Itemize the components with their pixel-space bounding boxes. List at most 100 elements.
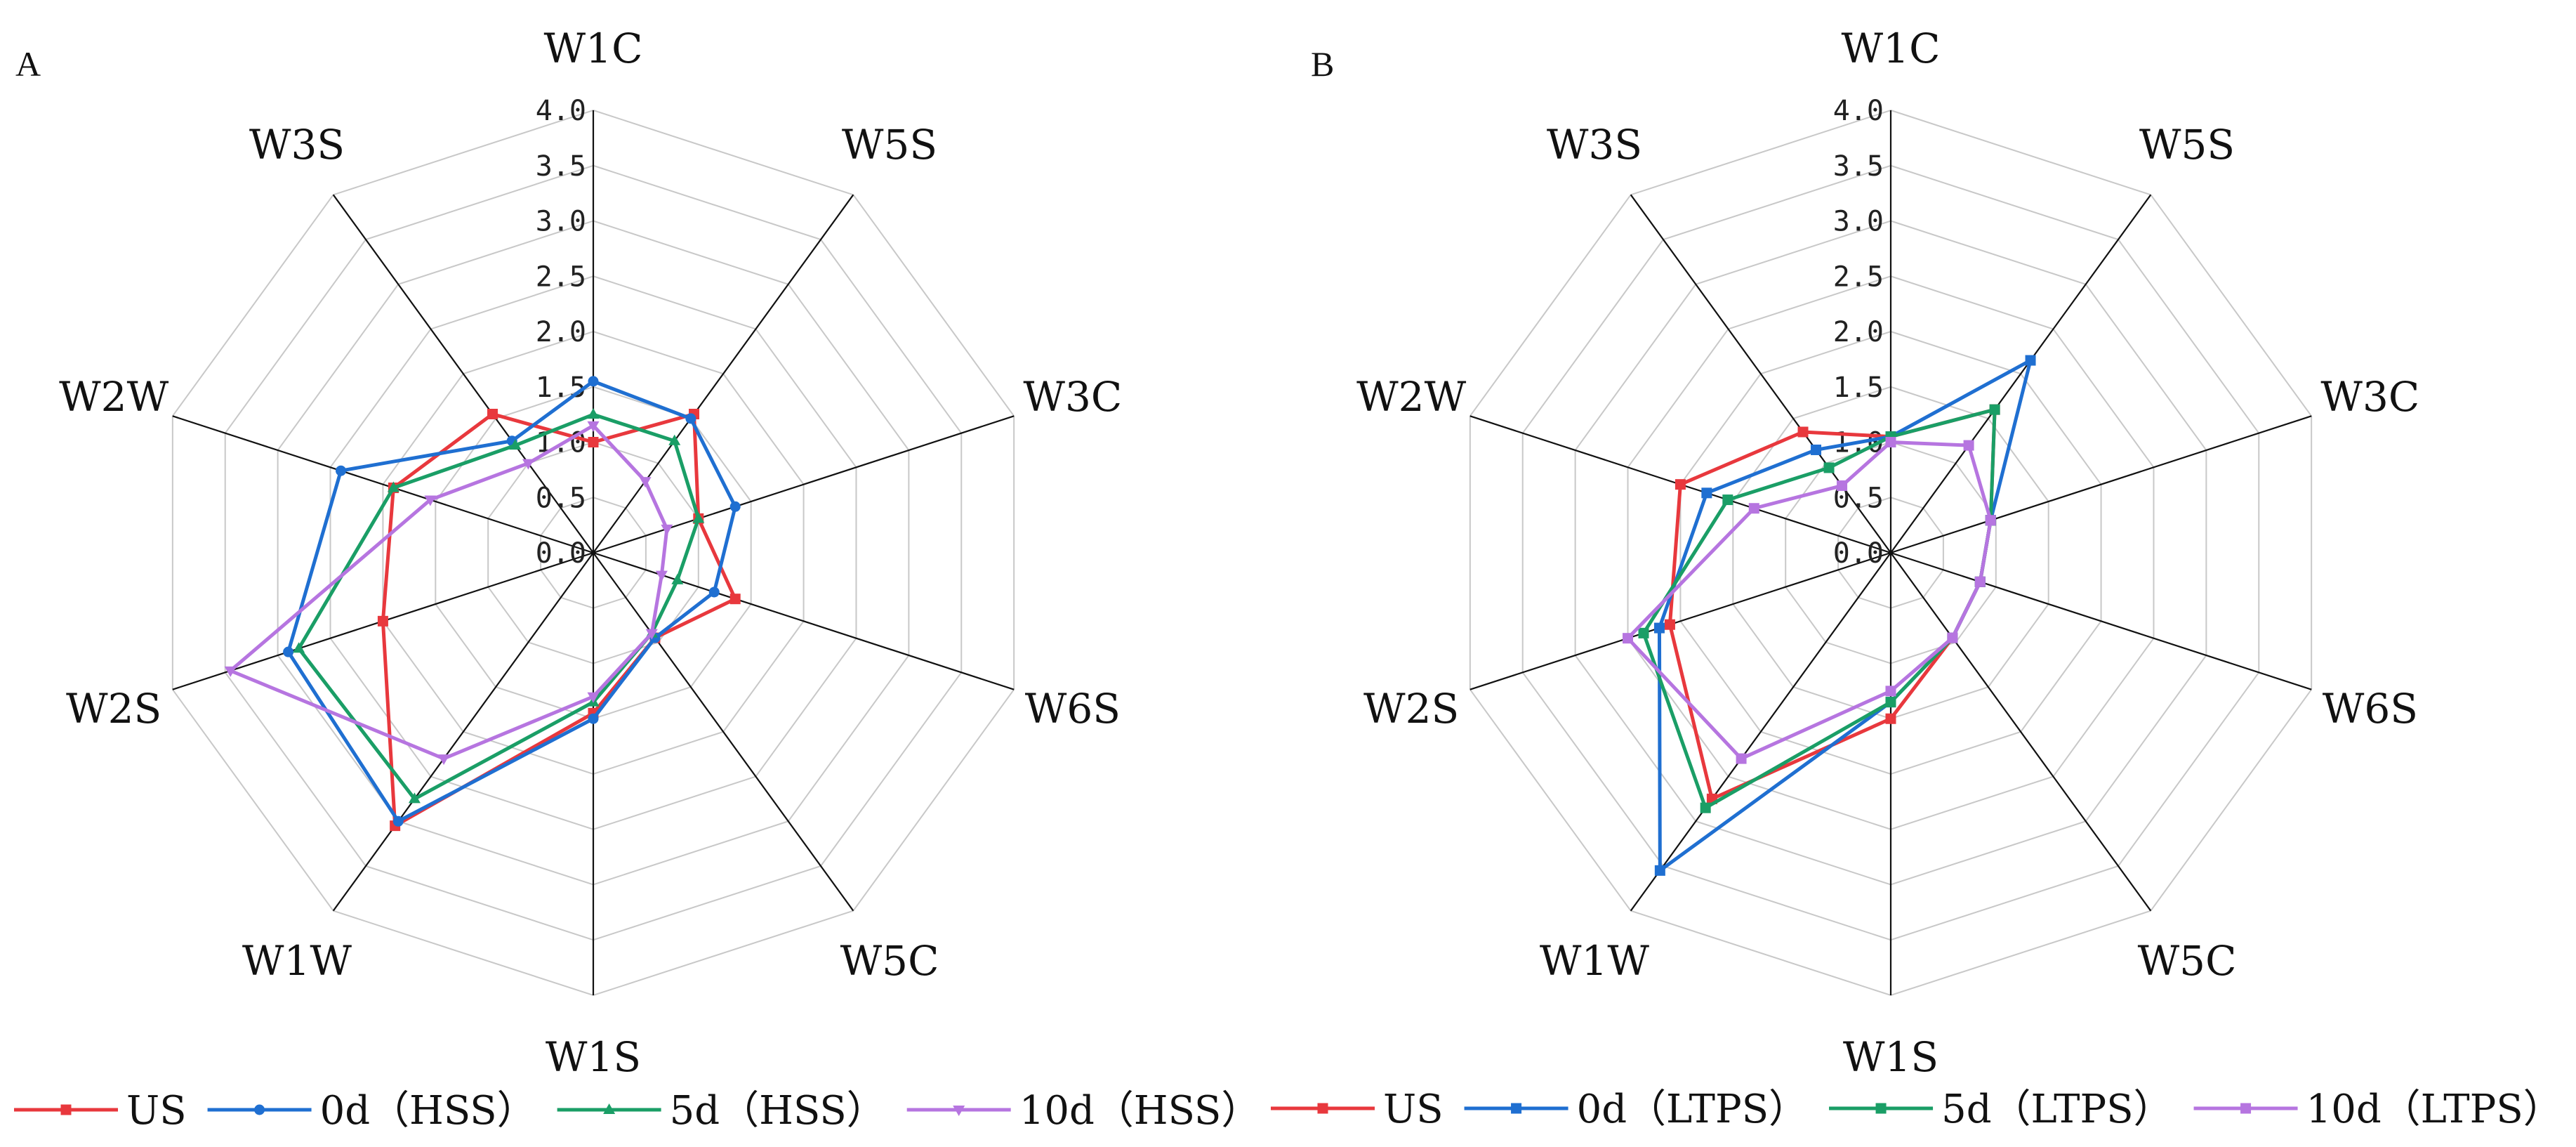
series-3-point xyxy=(1736,753,1747,764)
legend-label: US xyxy=(126,1088,187,1134)
series-1-point xyxy=(588,376,599,387)
axis-label-w1s: W1S xyxy=(1843,1033,1938,1081)
axis-label-w1c: W1C xyxy=(544,25,643,72)
axis-spoke-w6s xyxy=(1890,551,2312,690)
series-0-point xyxy=(729,594,741,605)
axis-spoke-w3c xyxy=(1890,415,2312,554)
series-1-point xyxy=(1701,487,1712,499)
series-3-point xyxy=(587,421,600,432)
series-3-point xyxy=(1885,686,1896,697)
axis-spoke-w1w xyxy=(332,552,594,912)
series-2-point xyxy=(408,792,421,804)
series-2-point xyxy=(1989,404,2000,415)
axis-label-w1s: W1S xyxy=(546,1033,641,1081)
legend-label: 5d（LTPS） xyxy=(1941,1087,2173,1132)
axis-label-w5c: W5C xyxy=(840,937,939,985)
series-1-point xyxy=(588,713,599,724)
series-1-point xyxy=(729,501,741,512)
series-2-point xyxy=(1638,627,1649,638)
series-line-0 xyxy=(381,412,738,829)
axis-label-w2s: W2S xyxy=(66,685,161,733)
panel-letter: A xyxy=(15,44,41,84)
panel-a: W1CW5SW3CW6SW5CW1SW1WW2SW2WW3S0.00.51.01… xyxy=(15,25,1122,1081)
legend-swatch-marker xyxy=(2240,1103,2252,1114)
legend-swatch-marker xyxy=(60,1104,72,1115)
series-3-point xyxy=(1974,576,1986,587)
radial-tick-label: 2.0 xyxy=(536,316,586,348)
axis-spoke-w2w xyxy=(172,415,594,554)
radial-tick-label: 1.5 xyxy=(1833,372,1884,404)
series-3-point xyxy=(661,524,673,535)
series-1-point xyxy=(1654,865,1665,876)
legend-swatch-marker xyxy=(254,1104,265,1115)
axis-label-w3s: W3S xyxy=(1547,121,1642,169)
legend-label: 0d（HSS） xyxy=(320,1088,536,1134)
axis-spoke-w5c xyxy=(593,552,854,912)
panel-letter: B xyxy=(1311,44,1334,84)
series-0-point xyxy=(377,615,388,627)
axis-spoke-w3s xyxy=(1630,194,1891,553)
axis-label-w5s: W5S xyxy=(2139,121,2235,169)
axis-label-w3c: W3C xyxy=(2320,373,2419,421)
axis-label-w1c: W1C xyxy=(1842,25,1941,72)
panel-b: W1CW5SW3CW6SW5CW1SW1WW2SW2WW3S0.00.51.01… xyxy=(1311,25,2419,1081)
series-3-point xyxy=(1885,437,1896,447)
radial-tick-label: 0.0 xyxy=(536,537,586,570)
axis-label-w5c: W5C xyxy=(2138,937,2237,985)
radial-tick-label: 0.0 xyxy=(1833,537,1884,570)
axis-label-w6s: W6S xyxy=(1025,685,1121,733)
series-3-point xyxy=(1748,503,1759,514)
series-3-point xyxy=(639,477,652,488)
series-3-point xyxy=(1623,633,1634,644)
radial-tick-label: 2.5 xyxy=(1833,261,1884,293)
series-3-point xyxy=(1963,440,1974,451)
series-3-point xyxy=(587,692,600,703)
series-1-point xyxy=(336,465,347,476)
series-1-point xyxy=(392,815,404,827)
series-3-point xyxy=(437,754,450,766)
axis-label-w2w: W2W xyxy=(1356,373,1467,421)
axis-spoke-w2s xyxy=(1469,551,1891,690)
series-2-point xyxy=(387,481,399,492)
series-3-point xyxy=(224,666,237,677)
radial-tick-label: 4.0 xyxy=(1833,95,1884,127)
series-2-point xyxy=(1885,697,1896,708)
axis-spoke-w1w xyxy=(1630,552,1891,912)
series-0-point xyxy=(1797,426,1809,438)
axis-spoke-w3c xyxy=(593,415,1015,554)
axis-label-w1w: W1W xyxy=(1540,937,1650,985)
series-2-point xyxy=(587,408,600,419)
radial-tick-label: 4.0 xyxy=(536,95,586,127)
series-1-point xyxy=(685,413,696,424)
radial-tick-label: 3.0 xyxy=(536,206,586,238)
series-3-point xyxy=(424,495,437,506)
legend-b: US 0d（LTPS） 5d（LTPS） 10d（LTPS） xyxy=(1271,1087,2563,1132)
series-3-point xyxy=(1837,480,1848,491)
series-3-point xyxy=(1985,515,1996,526)
axis-label-w2s: W2S xyxy=(1363,685,1459,733)
axis-label-w3s: W3S xyxy=(249,121,345,169)
series-2-point xyxy=(1823,462,1835,473)
axis-label-w2w: W2W xyxy=(59,373,169,421)
radial-tick-label: 1.5 xyxy=(536,372,586,404)
legend-label: 0d（LTPS） xyxy=(1577,1087,1809,1132)
series-1-point xyxy=(708,586,720,598)
series-2-point xyxy=(509,439,522,450)
series-3-point xyxy=(522,459,534,470)
series-0-point xyxy=(1675,479,1686,490)
radial-tick-label: 3.0 xyxy=(1833,206,1884,238)
series-2-point xyxy=(692,512,705,523)
radial-tick-label: 0.5 xyxy=(536,482,586,514)
radial-tick-label: 2.0 xyxy=(1833,316,1884,348)
series-3-point xyxy=(645,629,658,640)
axis-label-w6s: W6S xyxy=(2323,685,2418,733)
axis-spoke-w5s xyxy=(1890,194,2152,553)
series-1-point xyxy=(283,646,294,657)
series-2-point xyxy=(671,573,684,584)
series-1-point xyxy=(2025,355,2036,366)
legend-swatch-marker xyxy=(1317,1103,1328,1114)
series-0-point xyxy=(588,437,599,447)
series-2-point xyxy=(1700,802,1711,813)
axis-spoke-w5c xyxy=(1890,552,2152,912)
